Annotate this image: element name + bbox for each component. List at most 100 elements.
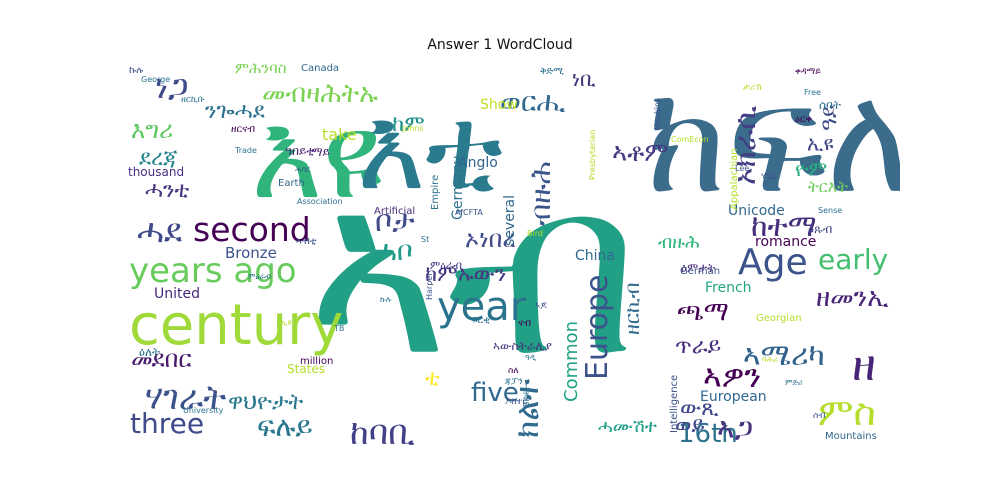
word-1: ክፍሊ (646, 60, 900, 227)
word-53: ዮም (795, 157, 827, 181)
word-46: ከምኡውን (425, 262, 506, 287)
word-121: ኢዩ (281, 318, 292, 327)
word-60: take (322, 125, 357, 144)
word-80: Earth (278, 178, 305, 189)
word-74: ዕጹብ (808, 222, 832, 236)
word-67: Show (480, 97, 518, 113)
word-113: ቅድሚ (540, 66, 564, 77)
word-3: እቲ (357, 82, 503, 216)
word-48: ከም (392, 112, 425, 137)
word-16: ኣዎን (703, 357, 761, 395)
word-31: ፍሉይ (257, 410, 313, 443)
word-86: German (680, 266, 720, 277)
word-32: ቲ (425, 366, 440, 391)
word-85: Mountains (825, 431, 877, 442)
word-120: ኩሉ (380, 295, 392, 304)
word-73: ኣውስትራሊያ (493, 339, 552, 353)
word-36: ኣጋ (717, 411, 753, 445)
word-44: ብዙሕ (658, 232, 700, 253)
word-39: ደረጃ (139, 146, 178, 171)
word-125: ባሕሪ (762, 355, 778, 364)
word-17: ነጋ (155, 67, 188, 106)
word-92: University (183, 406, 224, 415)
word-94: Presbyterian (588, 130, 597, 180)
word-112: ፍርቂ (471, 315, 490, 326)
word-20: ኣሜሪካ (743, 338, 825, 373)
word-51: ነቢ (572, 67, 596, 91)
word-118: ዶክተር (505, 397, 528, 407)
word-23: ከባቢ (350, 413, 415, 445)
word-66: several (502, 195, 518, 246)
word-102: Johns (401, 124, 424, 133)
word-54: ትርእት (808, 177, 848, 196)
word-8: Age (738, 242, 808, 283)
word-114: ዕርቀ (795, 114, 812, 125)
word-26: ብዙሕ (524, 161, 557, 226)
word-63: Unicode (728, 203, 785, 219)
word-77: ዓበይቲ (285, 144, 314, 158)
word-93: Hopkins (653, 98, 662, 130)
word-57: European (700, 389, 767, 405)
word-91: Association (297, 197, 343, 206)
word-18: ኣቶም (612, 138, 669, 168)
word-27: early (818, 243, 888, 276)
word-50: ኢዩ (807, 131, 833, 155)
word-29: ዘመንኢ (816, 283, 889, 313)
word-9: ሓደ (137, 211, 182, 250)
word-117: ጃፓን (505, 377, 523, 387)
word-99: Harper (425, 272, 434, 300)
word-4: century (129, 293, 343, 358)
word-81: Empire (430, 175, 441, 210)
word-122: ኣጆ (535, 301, 547, 311)
word-105: St (421, 235, 429, 244)
word-49: ዓይ (817, 104, 842, 131)
word-95: ComEcon (671, 135, 709, 144)
word-82: Intelligence (669, 375, 680, 433)
word-87: Georgian (756, 313, 802, 324)
word-100: AfCFTA (455, 208, 483, 217)
word-69: thousand (128, 165, 184, 179)
word-42: ሓሙሽተ (598, 416, 657, 437)
word-34: መብዛሕትኡ (262, 79, 378, 109)
word-41: ውጺ (680, 396, 719, 421)
word-126: ቀዳማይ (795, 67, 821, 77)
word-14: ኦክራሲ (728, 106, 763, 185)
word-28: ጫማ (677, 297, 729, 327)
word-11: ዘ (852, 340, 876, 391)
word-cloud: ኣብ ክፍሊ እዩ እቲ century years ago second year Age ሓደ… (125, 60, 900, 445)
word-5: years ago (129, 251, 297, 291)
word-0: ኣብ (307, 129, 638, 409)
word-62: China (575, 248, 615, 264)
word-56: romance (755, 234, 816, 250)
word-110: ኣብቲ (296, 236, 317, 247)
word-70: States (287, 362, 325, 376)
word-33: መደበር (131, 345, 192, 373)
word-98: Lee (735, 164, 749, 173)
word-84: Appalachian (729, 148, 740, 210)
word-111: ኩሉ (129, 65, 144, 76)
word-21: five (471, 378, 519, 408)
word-107: ሃገር (761, 171, 777, 182)
word-2: እዩ (251, 87, 382, 226)
word-47: ቦታ (375, 204, 415, 239)
word-96: Free (804, 88, 821, 97)
word-83: Artificial (374, 206, 415, 217)
word-58: Bronze (225, 244, 277, 262)
word-79: ማይ (311, 145, 330, 159)
word-45: ሓቦ (374, 234, 413, 267)
word-88: Canada (301, 63, 339, 74)
word-103: Bird (527, 229, 543, 238)
word-13: ከተማ (751, 209, 817, 244)
chart-title: Answer 1 WordCloud (427, 37, 573, 53)
word-10: ምስ (818, 390, 876, 434)
word-109: ዘርኪቡ (181, 95, 205, 105)
word-123: ሰብ (813, 411, 825, 421)
word-130: ምድሪ (785, 378, 803, 387)
word-25: ክልተ (508, 378, 546, 438)
word-97: Sense (818, 206, 842, 215)
word-24: 16th (678, 419, 738, 445)
word-90: Trade (234, 146, 257, 155)
word-64: Anglo (458, 155, 498, 171)
word-128: ዓዲ (525, 353, 537, 362)
